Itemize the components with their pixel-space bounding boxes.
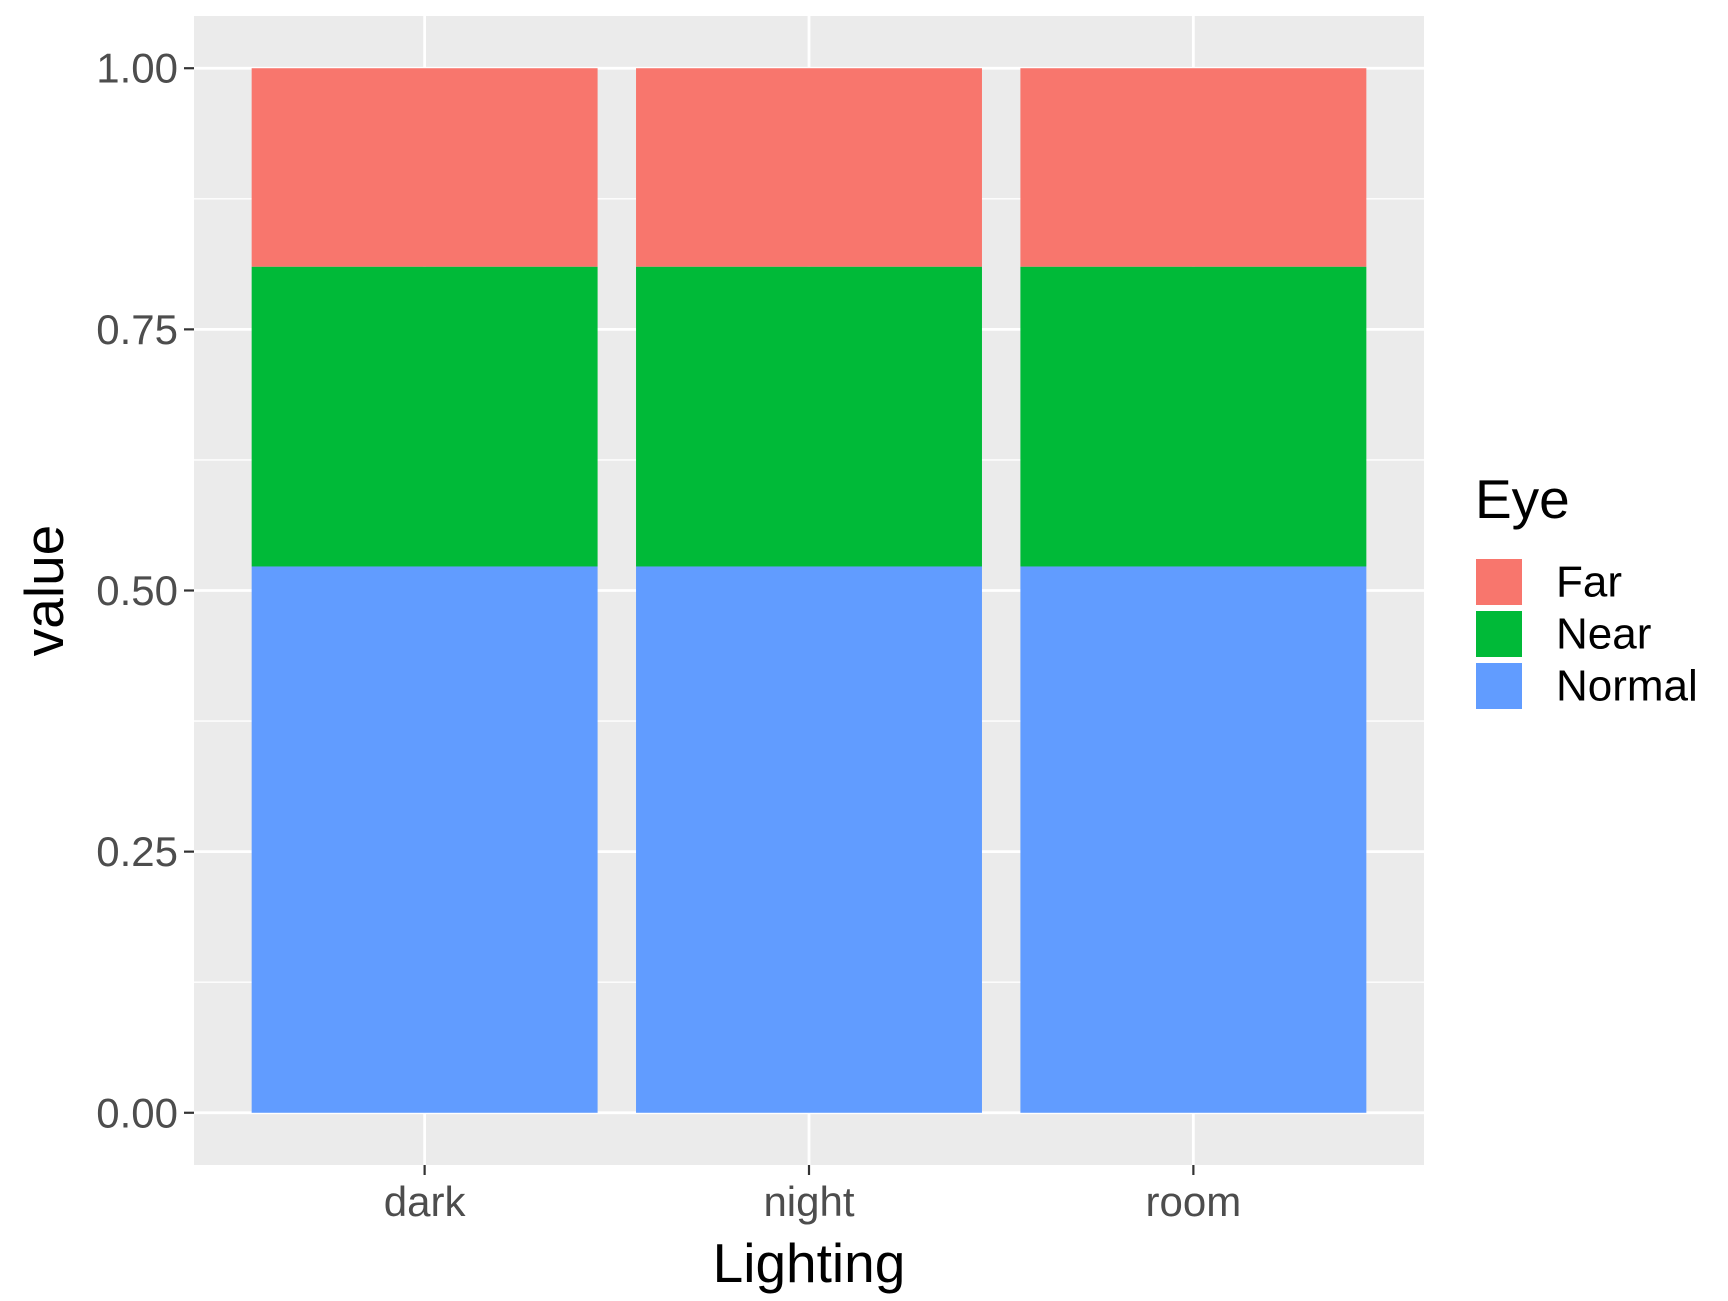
- legend-label-near: Near: [1556, 610, 1651, 659]
- bar-segment-dark-far: [251, 68, 598, 267]
- legend-label-far: Far: [1556, 558, 1622, 607]
- legend-key-far: [1474, 557, 1524, 607]
- bar-segment-dark-normal: [251, 566, 598, 1113]
- bar-segment-room-far: [1020, 68, 1367, 267]
- bar-segment-night-far: [636, 68, 982, 267]
- bar-segment-room-normal: [1020, 566, 1367, 1113]
- y-axis-title: value: [13, 525, 75, 656]
- bar-segment-night-near: [636, 266, 982, 567]
- y-axis: 0.00 0.25 0.50 0.75 1.00: [96, 45, 194, 1136]
- y-tick-label: 0.00: [96, 1089, 178, 1136]
- x-tick-label: night: [763, 1178, 854, 1225]
- x-axis-title: Lighting: [713, 1232, 906, 1294]
- x-tick-label: dark: [384, 1178, 467, 1225]
- y-tick-label: 0.50: [96, 567, 178, 614]
- legend-label-normal: Normal: [1556, 662, 1698, 711]
- legend-title: Eye: [1475, 468, 1570, 530]
- bar-segment-dark-near: [251, 266, 598, 567]
- x-axis: dark night room: [384, 1165, 1241, 1225]
- legend-key-normal: [1474, 661, 1524, 711]
- y-tick-label: 0.75: [96, 306, 178, 353]
- bar-segment-night-normal: [636, 566, 982, 1113]
- legend-key-near: [1474, 609, 1524, 659]
- bars: [251, 68, 1367, 1113]
- x-tick-label: room: [1146, 1178, 1242, 1225]
- y-tick-label: 1.00: [96, 45, 178, 92]
- bar-segment-room-near: [1020, 266, 1367, 567]
- y-tick-label: 0.25: [96, 828, 178, 875]
